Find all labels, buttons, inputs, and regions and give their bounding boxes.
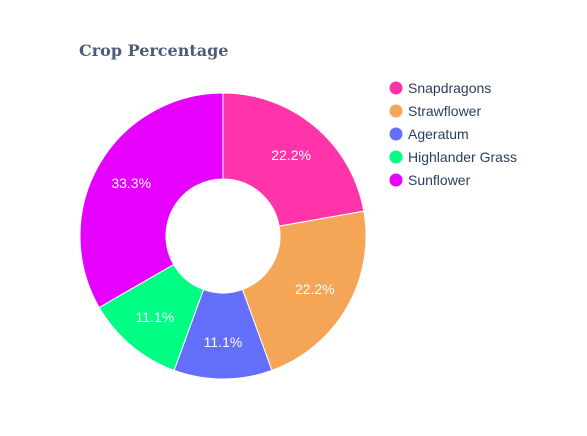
slice-label-highlander-grass: 11.1% — [136, 309, 175, 325]
legend-swatch-ageratum — [389, 127, 403, 141]
legend: Snapdragons Strawflower Ageratum Highlander… — [389, 80, 517, 188]
legend-label-sunflower: Sunflower — [408, 172, 471, 188]
slice-label-snapdragons: 22.2% — [271, 147, 311, 163]
legend-item-highlander-grass[interactable]: Highlander Grass — [389, 149, 517, 165]
slice-labels-group: 22.2% 22.2% 11.1% 11.1% 33.3% — [111, 147, 334, 350]
legend-swatch-highlander-grass — [389, 150, 403, 164]
legend-swatch-strawflower — [389, 104, 403, 118]
legend-item-strawflower[interactable]: Strawflower — [389, 103, 482, 119]
legend-label-highlander-grass: Highlander Grass — [408, 149, 517, 165]
chart-title: Crop Percentage — [79, 41, 228, 60]
legend-swatch-sunflower — [389, 173, 403, 187]
legend-item-sunflower[interactable]: Sunflower — [389, 172, 471, 188]
slices-group — [79, 92, 367, 380]
slice-snapdragons[interactable] — [222, 92, 365, 227]
slice-label-strawflower: 22.2% — [295, 281, 335, 297]
slice-label-sunflower: 33.3% — [111, 175, 151, 191]
legend-swatch-snapdragons — [389, 81, 403, 95]
legend-item-ageratum[interactable]: Ageratum — [389, 126, 469, 142]
legend-label-strawflower: Strawflower — [408, 103, 481, 119]
legend-label-snapdragons: Snapdragons — [408, 80, 491, 96]
slice-sunflower[interactable] — [79, 92, 224, 309]
legend-label-ageratum: Ageratum — [408, 126, 469, 142]
legend-item-snapdragons[interactable]: Snapdragons — [389, 80, 492, 96]
slice-strawflower[interactable] — [241, 210, 367, 372]
slice-label-ageratum: 11.1% — [204, 334, 243, 350]
